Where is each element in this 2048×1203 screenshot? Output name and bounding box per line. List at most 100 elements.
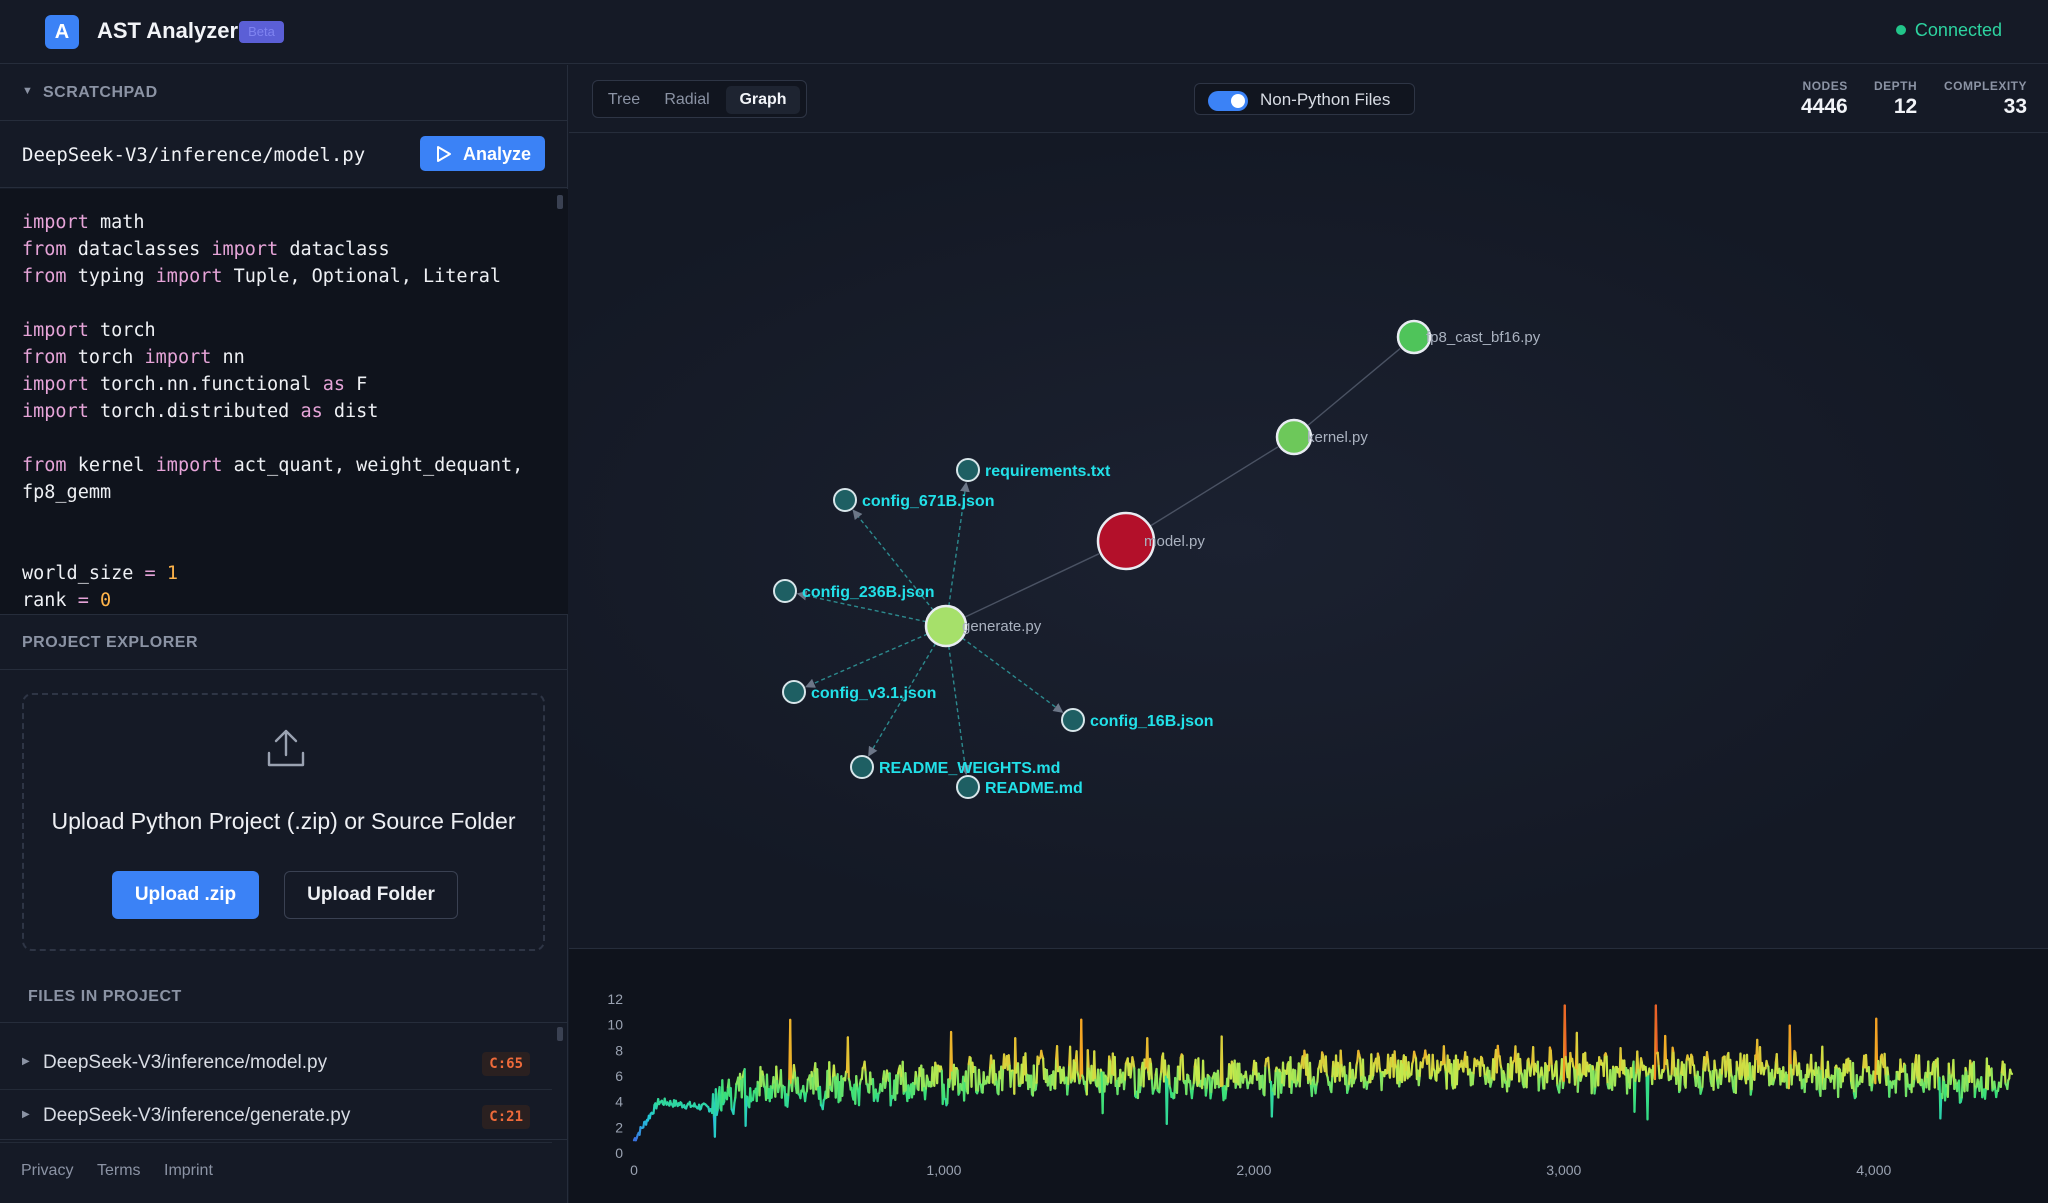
complexity-line-segment (816, 1068, 820, 1090)
app-title: AST Analyzer (97, 18, 239, 43)
complexity-line-segment (780, 1084, 784, 1099)
imprint-link[interactable]: Imprint (164, 1162, 213, 1179)
upload-zip-button[interactable]: Upload .zip (112, 871, 259, 919)
complexity-line-segment (1083, 1080, 1087, 1091)
terms-link[interactable]: Terms (97, 1162, 141, 1179)
graph-edge (805, 633, 928, 688)
complexity-line-segment (1220, 1035, 1224, 1089)
tab-tree[interactable]: Tree (607, 91, 641, 108)
stat-value: 33 (2003, 95, 2027, 118)
complexity-line-segment (812, 1069, 816, 1095)
graph-node[interactable]: fp8_cast_bf16.py (1396, 319, 1541, 355)
graph-node-label: config_v3.1.json (811, 685, 936, 702)
files-scrollbar[interactable] (557, 1027, 563, 1041)
upload-folder-button[interactable]: Upload Folder (284, 871, 458, 919)
graph-node-circle[interactable] (1061, 708, 1085, 732)
complexity-line-segment (979, 1083, 983, 1094)
complexity-line-segment (1644, 1065, 1648, 1079)
complexity-line-segment (871, 1077, 875, 1102)
dependency-graph[interactable]: fp8_cast_bf16.py kernel.py model.py generat… (569, 134, 2048, 947)
upload-dropzone[interactable]: Upload Python Project (.zip) or Source F… (22, 693, 545, 951)
tab-graph[interactable]: Graph (726, 86, 800, 114)
graph-node-circle[interactable] (782, 680, 806, 704)
file-list-item[interactable]: ▶ DeepSeek-V3/inference/model.py C:65 (0, 1038, 552, 1090)
complexity-line-segment (1646, 1073, 1650, 1121)
complexity-line-segment (805, 1078, 809, 1093)
graph-node[interactable]: README_WEIGHTS.md (850, 755, 1060, 779)
complexity-line-segment (1630, 1067, 1634, 1079)
complexity-line-segment (1190, 1087, 1194, 1100)
complexity-line-segment (1957, 1079, 1962, 1104)
complexity-line-segment (1990, 1067, 1994, 1092)
complexity-line-segment (883, 1080, 888, 1089)
graph-node-circle[interactable] (1275, 418, 1313, 456)
code-lines[interactable]: import math from dataclasses import datac… (22, 209, 523, 614)
graph-node-circle[interactable] (924, 604, 968, 648)
complexity-line-segment (1314, 1084, 1318, 1095)
complexity-line-segment (830, 1075, 835, 1093)
complexity-line-segment (1708, 1070, 1712, 1083)
non-python-toggle[interactable] (1208, 91, 1248, 111)
graph-node-circle[interactable] (833, 488, 857, 512)
graph-node[interactable]: requirements.txt (956, 458, 1111, 482)
complexity-line-segment (1694, 1076, 1698, 1088)
graph-node[interactable]: config_236B.json (773, 579, 934, 603)
code-editor[interactable]: import math from dataclasses import datac… (0, 189, 568, 614)
non-python-toggle-control[interactable]: Non-Python Files (1194, 83, 1415, 115)
scratchpad-file-path[interactable]: DeepSeek-V3/inference/model.py (22, 144, 366, 166)
complexity-line-segment (1826, 1060, 1830, 1079)
complexity-line-segment (1861, 1066, 1865, 1084)
graph-node-circle[interactable] (956, 458, 980, 482)
graph-canvas[interactable]: fp8_cast_bf16.py kernel.py model.py generat… (569, 134, 2048, 947)
complexity-line-segment (1178, 1056, 1182, 1081)
graph-node-circle[interactable] (956, 775, 980, 799)
graph-node-circle[interactable] (850, 755, 874, 779)
graph-node[interactable]: model.py (1096, 511, 1205, 571)
complexity-line-segment (1611, 1065, 1615, 1091)
graph-node-circle[interactable] (773, 579, 797, 603)
complexity-line-segment (1123, 1062, 1127, 1081)
chevron-right-icon: ▶ (22, 1109, 30, 1120)
complexity-chart[interactable]: 0 2 4 6 8 10 12 0 1,000 2,000 3,000 4,000 (569, 949, 2048, 1203)
code-line: from typing import Tuple, Optional, Lite… (22, 266, 501, 287)
complexity-line-segment (1510, 1062, 1514, 1081)
complexity-line-segment (1559, 1073, 1563, 1083)
complexity-line-segment (1090, 1064, 1094, 1082)
complexity-line-segment (1153, 1073, 1157, 1090)
graph-node-circle[interactable] (1396, 319, 1432, 355)
complexity-line-segment (1515, 1056, 1519, 1074)
complexity-line-segment (1543, 1062, 1547, 1090)
complexity-line-segment (1877, 1059, 1881, 1081)
complexity-line-segment (787, 1077, 791, 1097)
complexity-line-segment (850, 1086, 854, 1098)
graph-node[interactable]: config_671B.json (833, 488, 994, 512)
graph-node[interactable]: config_16B.json (1061, 708, 1214, 732)
stat-value: 12 (1893, 95, 1918, 118)
project-explorer-header: PROJECT EXPLORER (0, 614, 568, 670)
complexity-line-segment (1851, 1061, 1856, 1095)
complexity-line-segment (1224, 1088, 1228, 1100)
complexity-line-segment (942, 1083, 946, 1100)
complexity-line-segment (1404, 1055, 1408, 1074)
code-scrollbar[interactable] (557, 195, 563, 209)
upload-icon (267, 729, 305, 767)
privacy-link[interactable]: Privacy (21, 1162, 74, 1179)
complexity-line-segment (1956, 1082, 1960, 1093)
complexity-line-segment (1306, 1053, 1310, 1085)
scratchpad-header[interactable]: ▼ SCRATCHPAD (0, 65, 568, 121)
graph-edge (948, 645, 970, 776)
complexity-line-segment (1348, 1061, 1352, 1081)
file-list-item[interactable]: ▶ DeepSeek-V3/inference/generate.py C:21 (0, 1091, 552, 1143)
graph-node[interactable]: config_v3.1.json (782, 680, 936, 704)
complexity-line-segment (1450, 1063, 1454, 1087)
graph-node[interactable]: README.md (956, 775, 1083, 799)
complexity-line-segment (1270, 1089, 1274, 1118)
graph-node[interactable]: kernel.py (1275, 418, 1368, 456)
tab-radial[interactable]: Radial (664, 91, 710, 108)
complexity-line-segment (1188, 1079, 1193, 1092)
graph-node[interactable]: generate.py (924, 604, 1042, 648)
analyze-button[interactable]: Analyze (420, 136, 545, 171)
complexity-line-segment (863, 1060, 867, 1074)
graph-node-circle[interactable] (1096, 511, 1156, 571)
footer: Privacy Terms Imprint (0, 1139, 568, 1203)
